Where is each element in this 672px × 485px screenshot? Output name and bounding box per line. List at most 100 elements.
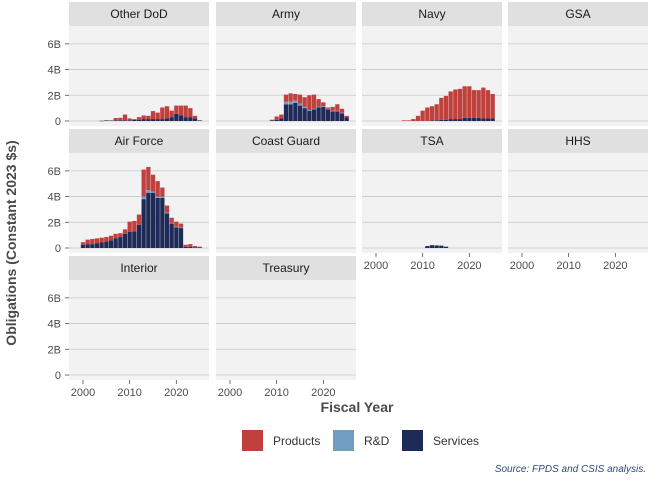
bar-segment-services	[178, 228, 184, 248]
legend-swatch	[402, 430, 423, 451]
bar-segment-products	[316, 99, 321, 107]
y-axis-label: Obligations (Constant 2023 $s)	[3, 140, 19, 345]
bar-segment-products	[293, 94, 298, 101]
bar-segment-rd	[335, 110, 340, 112]
bar-segment-products	[183, 105, 188, 118]
y-tick-label: 6B	[48, 166, 61, 178]
bar-segment-rd	[178, 227, 184, 229]
plot-background	[69, 280, 209, 380]
bar-segment-services	[104, 120, 109, 121]
bar-segment-products	[136, 117, 142, 120]
y-tick-label: 0	[55, 370, 61, 382]
bar-segment-products	[113, 118, 118, 121]
facet-strip-label: GSA	[565, 7, 590, 21]
bar-segment-services	[146, 192, 151, 248]
plot-background	[69, 26, 209, 126]
bar-segment-rd	[174, 226, 179, 228]
bar-segment-products	[146, 115, 151, 120]
bar-segment-services	[85, 244, 90, 248]
bar-segment-products	[335, 104, 340, 111]
y-tick-label: 2B	[48, 344, 61, 356]
bar-segment-products	[297, 94, 303, 104]
legend-label: Services	[433, 434, 479, 448]
bar-segment-products	[132, 221, 137, 232]
x-tick-label: 2010	[410, 260, 434, 272]
bar-segment-services	[335, 111, 340, 121]
legend-item: Services	[402, 430, 479, 451]
bar-segment-services	[99, 120, 104, 122]
source-note: Source: FPDS and CSIS analysis.	[495, 464, 646, 475]
bar-segment-services	[307, 110, 312, 121]
bar-segment-products	[401, 120, 407, 121]
bar-segment-products	[178, 105, 184, 116]
facet-strip-label: Army	[272, 7, 300, 21]
bar-segment-products	[411, 119, 416, 121]
bar-segment-products	[279, 114, 284, 119]
bar-segment-services	[462, 117, 467, 121]
facet-panel: HHS 2000 2010 2020	[508, 129, 648, 272]
facet-panels: Other DoD 0 2B 4B 6B Army Navy GSA Air Force 0 2B 4…	[48, 2, 648, 399]
bar-segment-services	[188, 117, 193, 121]
facet-panel: TSA 2000 2010 2020	[362, 129, 502, 272]
y-tick-label: 6B	[48, 39, 61, 51]
bar-segment-services	[169, 223, 174, 248]
bar-segment-services	[439, 119, 444, 121]
bar-segment-services	[127, 120, 132, 121]
bar-segment-rd	[160, 196, 165, 198]
facet-strip	[216, 2, 356, 26]
y-tick-label: 4B	[48, 65, 61, 77]
plot-background	[362, 153, 502, 253]
bar-segment-rd	[141, 196, 146, 200]
x-axis-label: Fiscal Year	[321, 399, 394, 415]
plot-background	[216, 153, 356, 253]
bar-segment-products	[141, 115, 146, 120]
bar-segment-products	[339, 108, 345, 113]
bar-segment-services	[467, 117, 472, 121]
bar-segment-products	[127, 221, 132, 232]
bar-segment-services	[150, 119, 156, 121]
bar-segment-products	[443, 95, 449, 120]
bar-segment-products	[425, 107, 430, 121]
bar-segment-products	[164, 106, 170, 119]
facet-strip	[362, 2, 502, 26]
facet-strip-label: Air Force	[115, 134, 164, 148]
bar-segment-services	[127, 231, 132, 248]
bar-segment-services	[150, 192, 156, 248]
bar-segment-services	[316, 107, 321, 121]
bar-segment-products	[169, 217, 174, 223]
bar-segment-products	[113, 233, 118, 239]
bar-segment-products	[160, 187, 165, 197]
bar-segment-services	[155, 197, 160, 248]
y-tick-label: 4B	[48, 319, 61, 331]
facet-strip	[508, 2, 648, 26]
bar-segment-products	[104, 237, 109, 242]
bar-segment-services	[330, 111, 335, 121]
y-tick-label: 4B	[48, 192, 61, 204]
bar-segment-products	[439, 97, 444, 120]
bar-segment-products	[429, 106, 435, 121]
bar-segment-services	[192, 247, 198, 248]
bar-segment-products	[146, 167, 151, 191]
facet-panel: Coast Guard	[216, 129, 356, 253]
bar-segment-services	[321, 106, 326, 121]
bar-segment-products	[108, 235, 114, 241]
x-tick-label: 2020	[457, 260, 481, 272]
bar-segment-services	[269, 120, 275, 121]
legend-swatch	[242, 430, 263, 451]
plot-background	[508, 153, 648, 253]
bar-segment-services	[132, 119, 137, 121]
bar-segment-services	[160, 119, 165, 121]
x-tick-label: 2020	[311, 387, 335, 399]
legend-swatch	[333, 430, 354, 451]
legend-item: Products	[242, 430, 320, 451]
bar-segment-products	[178, 223, 184, 228]
x-tick-label: 2010	[264, 387, 288, 399]
bar-segment-services	[197, 120, 202, 121]
bar-segment-products	[127, 118, 132, 121]
bar-segment-services	[132, 231, 137, 248]
y-tick-label: 2B	[48, 217, 61, 229]
y-tick-label: 6B	[48, 293, 61, 305]
bar-segment-products	[99, 237, 104, 243]
bar-segment-products	[85, 239, 90, 245]
